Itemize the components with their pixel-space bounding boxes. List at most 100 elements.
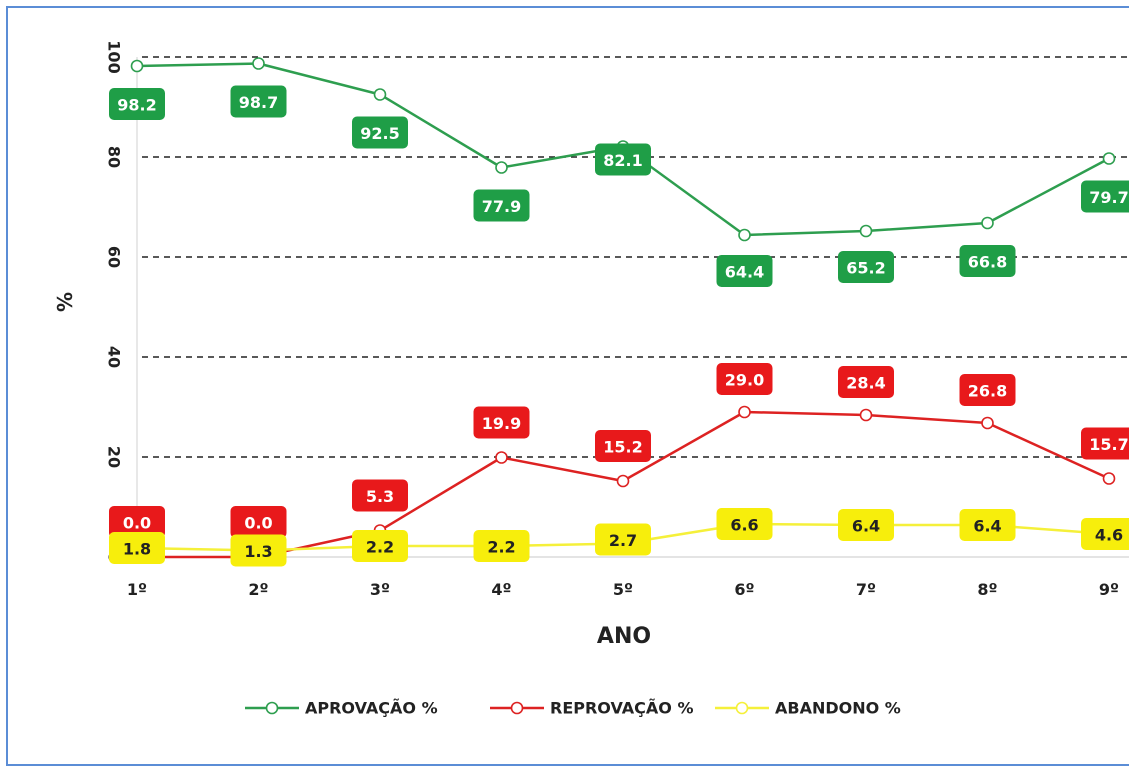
legend-item: APROVAÇÃO % xyxy=(245,699,438,718)
data-label-box xyxy=(473,406,530,439)
data-labels: 98.2 98.7 92.5 77.9 82.1 64.4 65.2 66.8 79.7 0.0 0… xyxy=(109,85,1129,567)
x-tick-label: 9º xyxy=(1099,580,1119,599)
data-label: 0.0 xyxy=(109,506,165,538)
legend-label: REPROVAÇÃO % xyxy=(550,699,693,718)
data-label: 6.4 xyxy=(959,509,1016,541)
data-label-box xyxy=(109,88,165,120)
data-label: 0.0 xyxy=(230,506,287,538)
y-tick-label: 20 xyxy=(105,446,124,468)
legend-swatch-marker xyxy=(735,701,749,715)
y-tick-label: 80 xyxy=(105,146,124,168)
data-label: 82.1 xyxy=(595,143,651,176)
data-label: 2.7 xyxy=(595,523,651,556)
data-label-text: 2.2 xyxy=(366,538,394,557)
data-label-box xyxy=(959,374,1016,406)
data-label-text: 64.4 xyxy=(725,263,764,282)
data-label: 1.8 xyxy=(109,532,165,564)
x-tick-label: 4º xyxy=(491,580,511,599)
data-point xyxy=(252,57,265,70)
x-tick-label: 3º xyxy=(370,580,390,599)
data-label-text: 82.1 xyxy=(603,151,642,170)
data-label-text: 79.7 xyxy=(1089,188,1128,207)
data-point xyxy=(495,161,508,174)
legend-item: REPROVAÇÃO % xyxy=(490,699,693,718)
data-label-text: 92.5 xyxy=(360,124,399,143)
data-label-text: 77.9 xyxy=(482,197,521,216)
data-label-text: 0.0 xyxy=(244,514,272,533)
y-tick-label: 100 xyxy=(105,40,124,73)
data-label-text: 28.4 xyxy=(846,374,885,393)
data-label: 29.0 xyxy=(716,363,773,395)
data-label-box xyxy=(838,251,894,283)
data-label-box xyxy=(1081,427,1129,460)
data-label: 64.4 xyxy=(716,255,773,287)
data-label-box xyxy=(352,479,408,512)
data-label: 6.4 xyxy=(838,509,894,541)
data-point xyxy=(373,88,387,101)
data-label-text: 0.0 xyxy=(123,514,151,533)
x-tick-labels: 1º 2º 3º 4º 5º 6º 7º 8º 9º xyxy=(127,580,1119,599)
data-label: 77.9 xyxy=(473,189,530,222)
data-label: 65.2 xyxy=(838,251,894,283)
x-tick-label: 6º xyxy=(734,580,754,599)
data-label-text: 15.2 xyxy=(603,438,642,457)
data-label: 2.2 xyxy=(352,530,408,562)
data-label-box xyxy=(716,363,773,395)
data-point xyxy=(738,228,751,242)
data-point xyxy=(738,405,751,419)
data-label: 66.8 xyxy=(959,245,1016,277)
data-label-box xyxy=(838,509,894,541)
data-label: 79.7 xyxy=(1081,180,1129,213)
x-axis-title: ANO xyxy=(597,624,651,649)
data-point xyxy=(495,451,508,464)
data-point xyxy=(1102,472,1116,485)
data-label-text: 1.8 xyxy=(123,540,151,559)
data-label-text: 19.9 xyxy=(482,414,521,433)
data-label-box xyxy=(716,255,773,287)
data-label: 26.8 xyxy=(959,374,1016,406)
data-point xyxy=(859,408,873,422)
data-label: 98.2 xyxy=(109,88,165,120)
data-label-text: 1.3 xyxy=(244,542,272,561)
legend-item: ABANDONO % xyxy=(715,699,901,718)
x-tick-label: 5º xyxy=(613,580,633,599)
y-axis-title: % xyxy=(53,292,77,312)
x-tick-label: 1º xyxy=(127,580,147,599)
data-point xyxy=(981,416,994,430)
data-point xyxy=(130,59,144,73)
data-label: 28.4 xyxy=(838,366,894,398)
data-label: 4.6 xyxy=(1081,518,1129,550)
data-label-text: 66.8 xyxy=(968,253,1007,272)
data-label: 1.3 xyxy=(230,534,287,567)
data-label-box xyxy=(838,366,894,398)
data-label: 2.2 xyxy=(473,530,530,562)
data-label-box xyxy=(109,532,165,564)
data-label-text: 98.7 xyxy=(239,93,278,112)
data-label-box xyxy=(473,189,530,222)
data-label: 92.5 xyxy=(352,116,408,149)
data-label-box xyxy=(230,506,287,538)
data-label-text: 2.2 xyxy=(487,538,515,557)
data-label-box xyxy=(352,116,408,149)
y-tick-label: 60 xyxy=(105,246,124,268)
data-label: 19.9 xyxy=(473,406,530,439)
data-label-text: 15.7 xyxy=(1089,435,1128,454)
data-label: 98.7 xyxy=(230,85,287,118)
data-label-box xyxy=(959,245,1016,277)
data-label-text: 26.8 xyxy=(968,382,1007,401)
y-tick-label: 40 xyxy=(105,346,124,368)
data-label-text: 4.6 xyxy=(1095,526,1123,545)
data-label-box xyxy=(230,85,287,118)
legend-swatch-marker xyxy=(265,701,279,715)
data-label-box xyxy=(230,534,287,567)
data-point xyxy=(616,474,630,488)
data-point xyxy=(859,224,873,238)
data-label-box xyxy=(1081,518,1129,550)
data-label-box xyxy=(595,523,651,556)
data-label-text: 29.0 xyxy=(725,371,764,390)
data-label-box xyxy=(595,143,651,176)
series-group xyxy=(130,57,1116,564)
legend: APROVAÇÃO % REPROVAÇÃO % ABANDONO % xyxy=(245,699,901,718)
gridlines xyxy=(136,56,1129,558)
